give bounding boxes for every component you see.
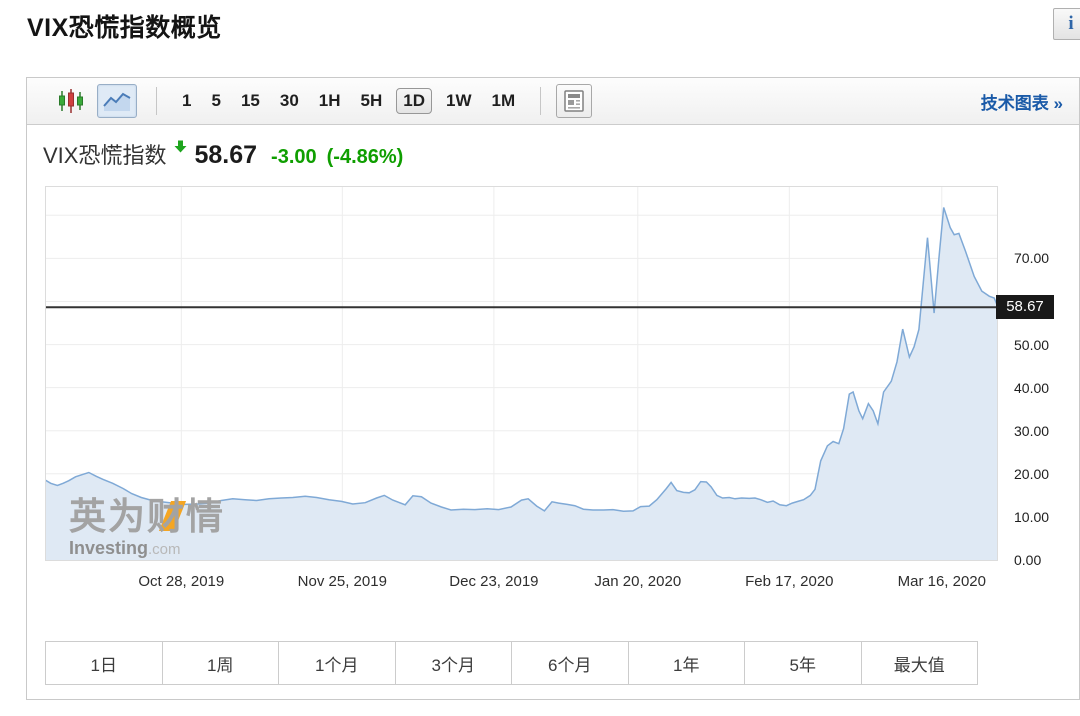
price-change-percent: (-4.86%): [326, 146, 404, 168]
candlestick-chart-button[interactable]: [55, 85, 87, 117]
interval-5h[interactable]: 5H: [360, 91, 383, 110]
x-tick-4: Feb 17, 2020: [745, 573, 834, 590]
range-button-1[interactable]: 1周: [162, 641, 279, 685]
y-tick-70: 70.00: [1014, 250, 1050, 267]
watermark-en: Investing.com: [69, 538, 181, 558]
info-icon: i: [1068, 13, 1074, 34]
y-tick-20: 20.00: [1014, 465, 1050, 482]
interval-1[interactable]: 1: [182, 91, 192, 110]
plot-border: [45, 186, 998, 561]
chart-widget: 1 5 15 30 1H 5H 1D 1W 1M 技术图表 » VIX恐慌指数 58.67: [26, 77, 1080, 700]
range-button-0[interactable]: 1日: [45, 641, 163, 685]
interval-buttons: 1 5 15 30 1H 5H 1D 1W 1M: [172, 88, 525, 114]
gridlines: [45, 186, 998, 561]
price-down-arrow-icon: [174, 140, 187, 158]
last-price: 58.67: [194, 141, 258, 169]
range-button-4[interactable]: 6个月: [512, 641, 629, 685]
line-chart-icon: [103, 92, 131, 111]
interval-1w[interactable]: 1W: [445, 91, 472, 110]
range-button-3[interactable]: 3个月: [395, 641, 512, 685]
instrument-name: VIX恐慌指数: [43, 143, 167, 168]
area-fill: [45, 207, 998, 560]
x-tick-3: Jan 20, 2020: [594, 573, 682, 590]
line-chart-button[interactable]: [97, 84, 137, 118]
price-change: -3.00: [271, 146, 317, 168]
range-button-6[interactable]: 5年: [745, 641, 862, 685]
double-arrow-icon: »: [1053, 93, 1063, 113]
y-tick-40: 40.00: [1014, 379, 1050, 396]
y-tick-0: 0.00: [1014, 552, 1042, 568]
x-tick-1: Nov 25, 2019: [297, 573, 387, 590]
x-tick-2: Dec 23, 2019: [449, 573, 539, 590]
y-tick-30: 30.00: [1014, 422, 1050, 439]
last-price-badge: 58.67: [996, 295, 1054, 320]
range-buttons: 1日 1周 1个月 3个月 6个月 1年 5年 最大值: [45, 641, 978, 685]
toolbar-divider: [540, 87, 542, 115]
watermark-cn: 英为财情: [69, 496, 225, 537]
toolbar-divider: [156, 87, 157, 115]
news-panel-button[interactable]: [556, 84, 593, 118]
info-button[interactable]: i: [1053, 8, 1080, 40]
news-icon: [564, 90, 584, 112]
range-button-7[interactable]: 最大值: [861, 641, 978, 685]
page-title: VIX恐慌指数概览: [27, 14, 222, 42]
technical-chart-link[interactable]: 技术图表 »: [980, 93, 1063, 113]
range-button-5[interactable]: 1年: [628, 641, 745, 685]
y-tick-10: 10.00: [1014, 508, 1050, 525]
quote-row: VIX恐慌指数 58.67 -3.00 (-4.86%): [43, 138, 413, 170]
x-tick-0: Oct 28, 2019: [138, 573, 225, 590]
x-tick-5: Mar 16, 2020: [897, 573, 986, 590]
interval-30[interactable]: 30: [279, 91, 299, 110]
y-tick-50: 50.00: [1014, 336, 1050, 353]
investing-watermark: 英为财情 Investing.com: [69, 498, 225, 559]
x-axis: Oct 28, 2019 Nov 25, 2019 Dec 23, 2019 Jan …: [45, 573, 998, 593]
interval-1m[interactable]: 1M: [491, 91, 516, 110]
interval-1h[interactable]: 1H: [318, 91, 341, 110]
price-series-line: [44, 207, 999, 513]
interval-5[interactable]: 5: [211, 91, 221, 110]
candlestick-icon: [59, 89, 83, 113]
chart-toolbar: 1 5 15 30 1H 5H 1D 1W 1M 技术图表 »: [27, 78, 1079, 125]
price-chart[interactable]: [44, 186, 999, 561]
interval-15[interactable]: 15: [240, 91, 260, 110]
interval-1d[interactable]: 1D: [396, 88, 432, 114]
range-button-2[interactable]: 1个月: [279, 641, 396, 685]
